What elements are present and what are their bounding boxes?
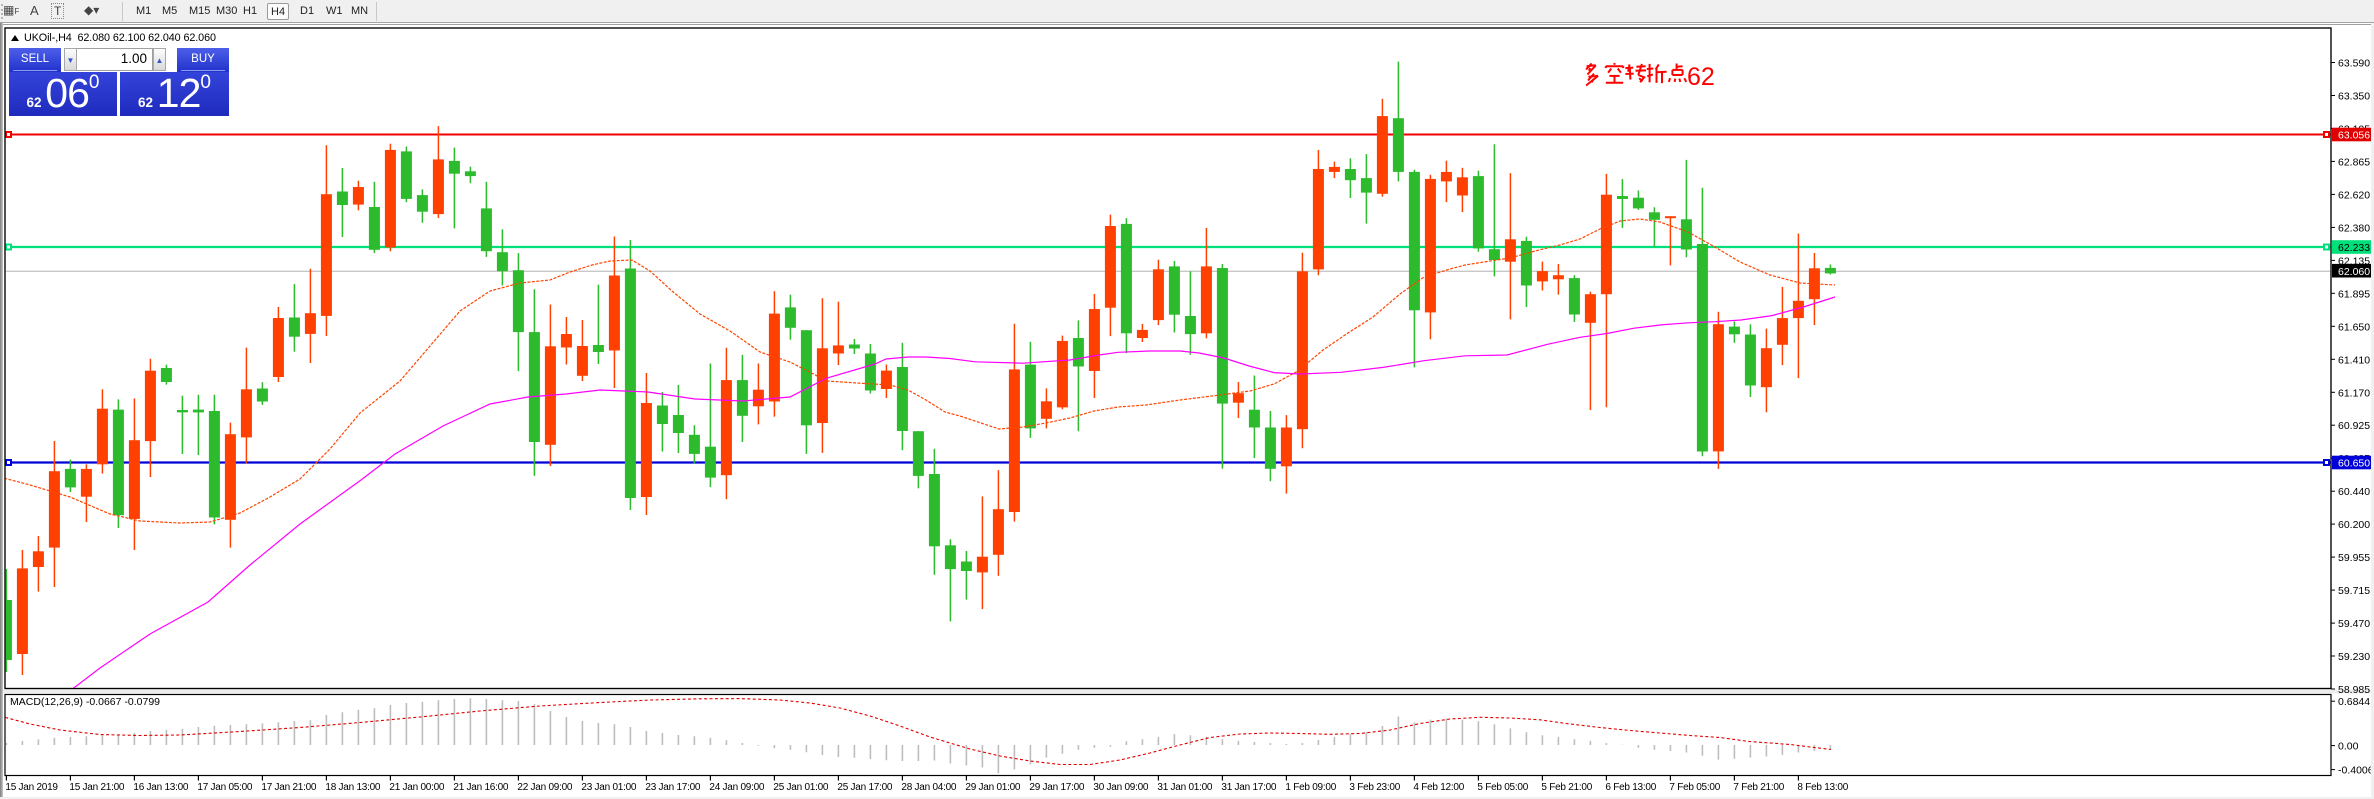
svg-text:16 Jan 13:00: 16 Jan 13:00: [133, 782, 189, 793]
svg-text:-0.4006: -0.4006: [2338, 765, 2374, 777]
svg-text:59.715: 59.715: [2338, 585, 2370, 597]
svg-text:23 Jan 01:00: 23 Jan 01:00: [581, 782, 637, 793]
svg-text:58.985: 58.985: [2338, 684, 2370, 696]
svg-text:61.170: 61.170: [2338, 387, 2370, 399]
svg-text:15 Jan 2019: 15 Jan 2019: [5, 782, 58, 793]
svg-text:63.350: 63.350: [2338, 91, 2370, 103]
svg-text:63.590: 63.590: [2338, 58, 2370, 70]
svg-text:31 Jan 01:00: 31 Jan 01:00: [1157, 782, 1213, 793]
svg-text:61.895: 61.895: [2338, 288, 2370, 300]
svg-text:28 Jan 04:00: 28 Jan 04:00: [901, 782, 957, 793]
svg-text:22 Jan 09:00: 22 Jan 09:00: [517, 782, 573, 793]
svg-text:60.650: 60.650: [2338, 458, 2370, 470]
svg-text:60.440: 60.440: [2338, 486, 2370, 498]
svg-text:23 Jan 17:00: 23 Jan 17:00: [645, 782, 701, 793]
svg-text:24 Jan 09:00: 24 Jan 09:00: [709, 782, 765, 793]
svg-text:31 Jan 17:00: 31 Jan 17:00: [1221, 782, 1277, 793]
svg-text:0.6844: 0.6844: [2338, 696, 2370, 708]
svg-text:8 Feb 13:00: 8 Feb 13:00: [1797, 782, 1848, 793]
svg-text:62.380: 62.380: [2338, 222, 2370, 234]
svg-text:61.410: 61.410: [2338, 354, 2370, 366]
svg-text:18 Jan 13:00: 18 Jan 13:00: [325, 782, 381, 793]
svg-text:62.865: 62.865: [2338, 156, 2370, 168]
svg-text:62.620: 62.620: [2338, 189, 2370, 201]
svg-text:5 Feb 05:00: 5 Feb 05:00: [1477, 782, 1528, 793]
svg-text:15 Jan 21:00: 15 Jan 21:00: [69, 782, 125, 793]
svg-text:17 Jan 05:00: 17 Jan 05:00: [197, 782, 253, 793]
svg-text:29 Jan 01:00: 29 Jan 01:00: [965, 782, 1021, 793]
svg-text:21 Jan 00:00: 21 Jan 00:00: [389, 782, 445, 793]
svg-text:25 Jan 01:00: 25 Jan 01:00: [773, 782, 829, 793]
svg-text:62.233: 62.233: [2338, 242, 2370, 254]
svg-text:MACD(12,26,9) -0.0667 -0.0799: MACD(12,26,9) -0.0667 -0.0799: [10, 696, 160, 708]
svg-text:63.056: 63.056: [2338, 130, 2370, 142]
svg-text:62: 62: [1687, 63, 1715, 91]
svg-text:30 Jan 09:00: 30 Jan 09:00: [1093, 782, 1149, 793]
svg-text:60.200: 60.200: [2338, 519, 2370, 531]
svg-text:6 Feb 13:00: 6 Feb 13:00: [1605, 782, 1656, 793]
svg-text:59.470: 59.470: [2338, 618, 2370, 630]
svg-text:4 Feb 12:00: 4 Feb 12:00: [1413, 782, 1464, 793]
svg-text:3 Feb 23:00: 3 Feb 23:00: [1349, 782, 1400, 793]
svg-text:0.00: 0.00: [2338, 741, 2359, 753]
svg-text:60.925: 60.925: [2338, 420, 2370, 432]
svg-text:59.955: 59.955: [2338, 552, 2370, 564]
svg-text:7 Feb 05:00: 7 Feb 05:00: [1669, 782, 1720, 793]
svg-text:62.060: 62.060: [2338, 266, 2370, 278]
svg-text:59.230: 59.230: [2338, 651, 2370, 663]
svg-text:21 Jan 16:00: 21 Jan 16:00: [453, 782, 509, 793]
svg-text:7 Feb 21:00: 7 Feb 21:00: [1733, 782, 1784, 793]
svg-text:5 Feb 21:00: 5 Feb 21:00: [1541, 782, 1592, 793]
svg-text:61.650: 61.650: [2338, 321, 2370, 333]
svg-text:17 Jan 21:00: 17 Jan 21:00: [261, 782, 317, 793]
svg-text:29 Jan 17:00: 29 Jan 17:00: [1029, 782, 1085, 793]
svg-text:1 Feb 09:00: 1 Feb 09:00: [1285, 782, 1336, 793]
svg-text:25 Jan 17:00: 25 Jan 17:00: [837, 782, 893, 793]
